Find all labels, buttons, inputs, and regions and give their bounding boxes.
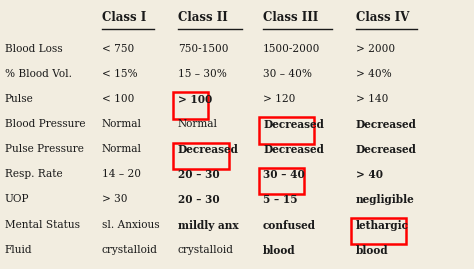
Text: Fluid: Fluid	[5, 245, 32, 254]
Text: Normal: Normal	[102, 119, 142, 129]
Text: confused: confused	[263, 220, 316, 231]
Bar	[173, 143, 228, 169]
Text: mildly anx: mildly anx	[178, 220, 238, 231]
Text: > 100: > 100	[178, 94, 212, 105]
Text: Normal: Normal	[178, 119, 218, 129]
Bar	[259, 118, 314, 144]
Text: Resp. Rate: Resp. Rate	[5, 169, 63, 179]
Text: 15 – 30%: 15 – 30%	[178, 69, 227, 79]
Text: Normal: Normal	[102, 144, 142, 154]
Text: crystalloid: crystalloid	[102, 245, 158, 254]
Text: > 120: > 120	[263, 94, 295, 104]
Text: Pulse: Pulse	[5, 94, 34, 104]
Text: sl. Anxious: sl. Anxious	[102, 220, 160, 229]
Text: Decreased: Decreased	[263, 144, 324, 155]
Text: Class IV: Class IV	[356, 11, 409, 24]
Text: Decreased: Decreased	[178, 144, 238, 155]
Text: Decreased: Decreased	[356, 144, 416, 155]
Text: Pulse Pressure: Pulse Pressure	[5, 144, 83, 154]
Bar	[259, 168, 303, 194]
Text: Class III: Class III	[263, 11, 319, 24]
Text: < 750: < 750	[102, 44, 134, 54]
Text: crystalloid: crystalloid	[178, 245, 234, 254]
Text: Blood Pressure: Blood Pressure	[5, 119, 85, 129]
Text: 20 – 30: 20 – 30	[178, 169, 219, 180]
Text: > 140: > 140	[356, 94, 388, 104]
Text: Class I: Class I	[102, 11, 146, 24]
Text: Class II: Class II	[178, 11, 228, 24]
Text: negligible: negligible	[356, 194, 414, 206]
Text: blood: blood	[263, 245, 296, 256]
Text: > 40: > 40	[356, 169, 383, 180]
Text: lethargic: lethargic	[356, 220, 409, 231]
Text: blood: blood	[356, 245, 388, 256]
Text: % Blood Vol.: % Blood Vol.	[5, 69, 72, 79]
Bar	[173, 93, 208, 119]
Text: 20 – 30: 20 – 30	[178, 194, 219, 206]
Text: 5 – 15: 5 – 15	[263, 194, 298, 206]
Text: 1500-2000: 1500-2000	[263, 44, 320, 54]
Text: > 30: > 30	[102, 194, 128, 204]
Text: Decreased: Decreased	[263, 119, 324, 130]
Text: Decreased: Decreased	[356, 119, 416, 130]
Text: 30 – 40: 30 – 40	[263, 169, 305, 180]
Bar	[351, 218, 406, 244]
Text: UOP: UOP	[5, 194, 29, 204]
Text: > 40%: > 40%	[356, 69, 391, 79]
Text: < 100: < 100	[102, 94, 134, 104]
Text: 14 – 20: 14 – 20	[102, 169, 141, 179]
Text: > 2000: > 2000	[356, 44, 395, 54]
Text: 750-1500: 750-1500	[178, 44, 228, 54]
Text: 30 – 40%: 30 – 40%	[263, 69, 312, 79]
Text: < 15%: < 15%	[102, 69, 137, 79]
Text: Mental Status: Mental Status	[5, 220, 80, 229]
Text: Blood Loss: Blood Loss	[5, 44, 63, 54]
